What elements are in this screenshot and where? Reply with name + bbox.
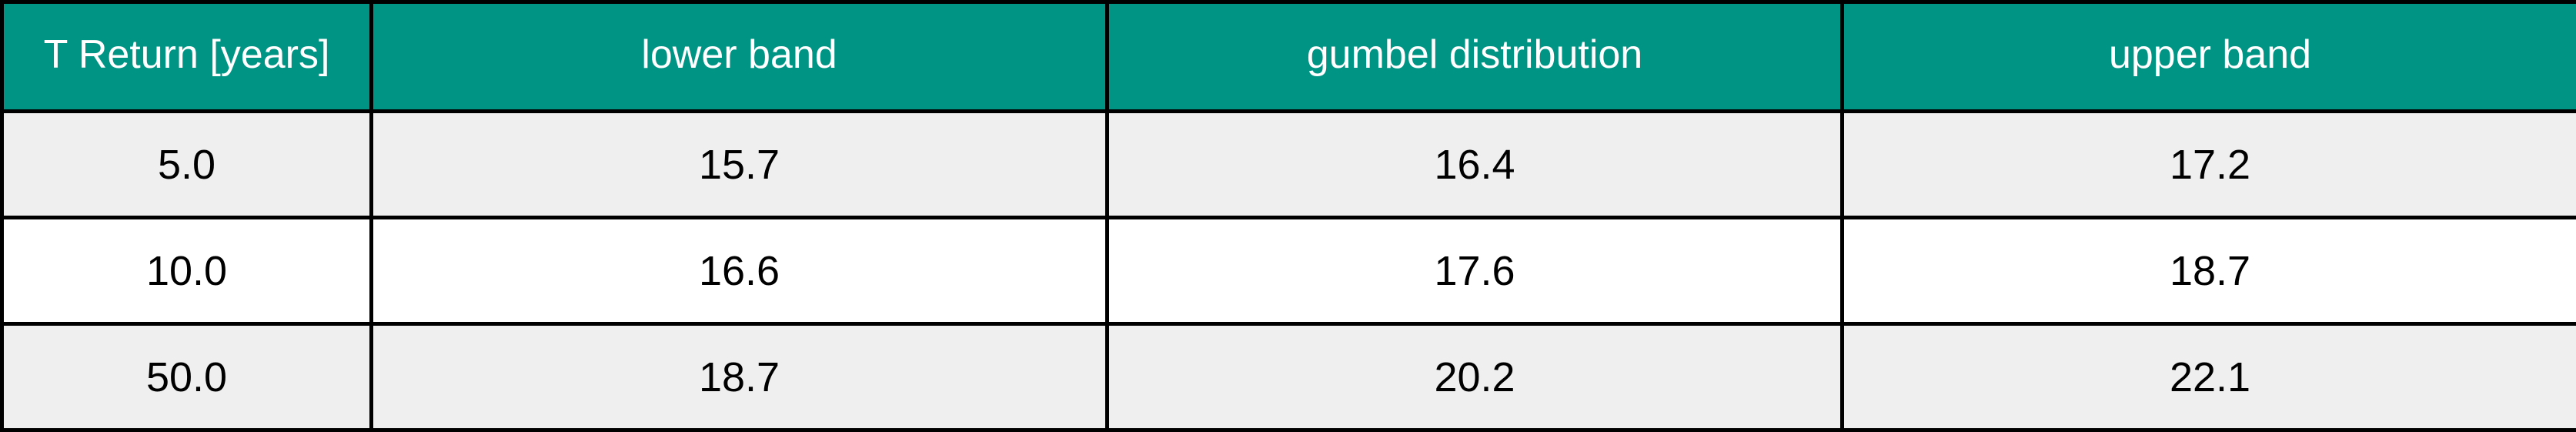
cell-t-return: 5.0	[2, 112, 372, 218]
cell-upper-band: 18.7	[1843, 218, 2576, 324]
column-header-lower-band: lower band	[372, 2, 1108, 112]
cell-lower-band: 16.6	[372, 218, 1108, 324]
cell-lower-band: 18.7	[372, 324, 1108, 430]
table-row: 50.0 18.7 20.2 22.1	[2, 324, 2576, 430]
cell-upper-band: 17.2	[1843, 112, 2576, 218]
column-header-gumbel-distribution: gumbel distribution	[1108, 2, 1843, 112]
cell-lower-band: 15.7	[372, 112, 1108, 218]
cell-upper-band: 22.1	[1843, 324, 2576, 430]
table-body: 5.0 15.7 16.4 17.2 10.0 16.6 17.6 18.7 5…	[2, 112, 2576, 430]
table-header: T Return [years] lower band gumbel distr…	[2, 2, 2576, 112]
column-header-upper-band: upper band	[1843, 2, 2576, 112]
cell-t-return: 50.0	[2, 324, 372, 430]
table-row: 10.0 16.6 17.6 18.7	[2, 218, 2576, 324]
header-row: T Return [years] lower band gumbel distr…	[2, 2, 2576, 112]
column-header-t-return: T Return [years]	[2, 2, 372, 112]
cell-gumbel-distribution: 16.4	[1108, 112, 1843, 218]
cell-gumbel-distribution: 20.2	[1108, 324, 1843, 430]
cell-t-return: 10.0	[2, 218, 372, 324]
cell-gumbel-distribution: 17.6	[1108, 218, 1843, 324]
table-row: 5.0 15.7 16.4 17.2	[2, 112, 2576, 218]
